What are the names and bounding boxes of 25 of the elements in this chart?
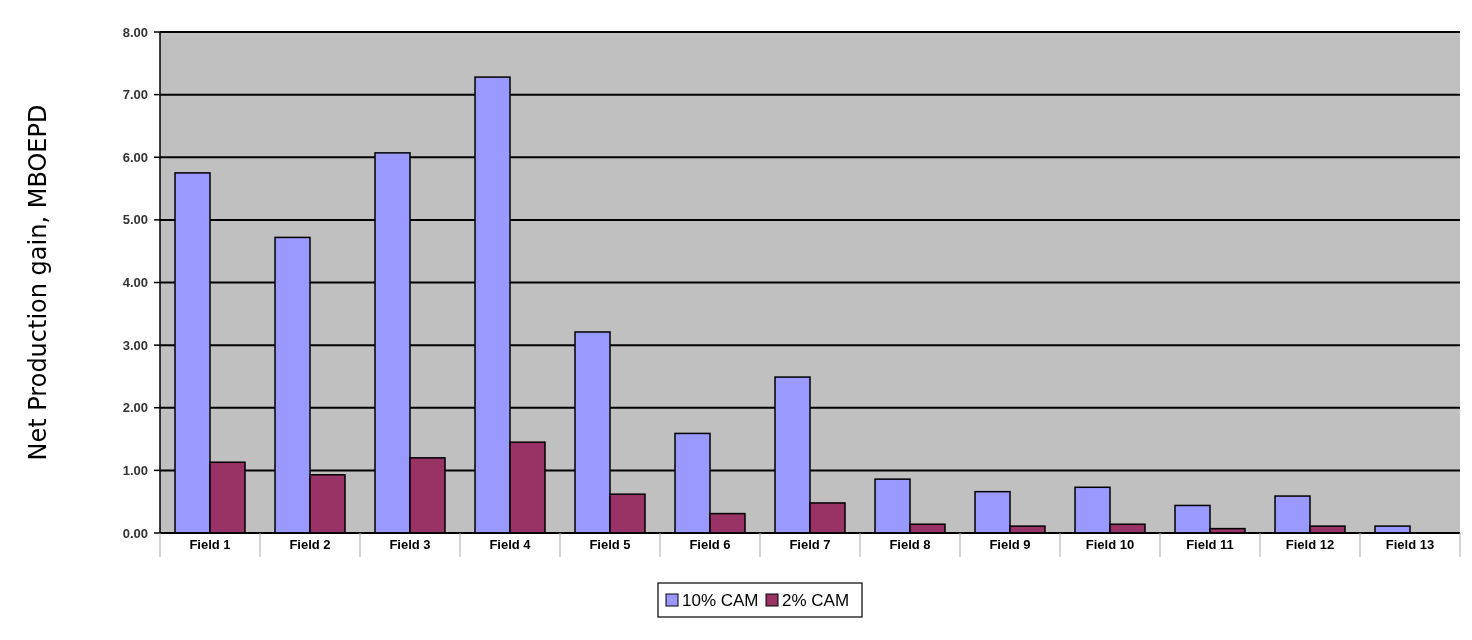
x-tick-label: Field 11: [1186, 537, 1234, 552]
y-tick-label: 2.00: [122, 400, 148, 416]
y-tick-label: 3.00: [122, 337, 148, 353]
legend-label: 10% CAM: [682, 590, 759, 610]
x-tick-label: Field 5: [589, 537, 631, 552]
y-tick-label: 4.00: [122, 275, 148, 291]
x-tick-label: Field 12: [1285, 537, 1335, 552]
x-tick-label: Field 2: [289, 537, 331, 552]
y-tick-label: 0.00: [122, 525, 148, 541]
x-tick-label: Field 3: [389, 537, 431, 552]
legend-label: 2% CAM: [782, 590, 850, 610]
y-tick-label: 1.00: [122, 462, 148, 478]
y-tick-label: 8.00: [122, 24, 148, 40]
x-tick-label: Field 8: [889, 537, 931, 552]
x-tick-label: Field 4: [489, 537, 532, 552]
x-tick-label: Field 9: [989, 537, 1031, 552]
x-tick-label: Field 13: [1385, 537, 1435, 552]
y-tick-label: 6.00: [122, 149, 148, 165]
x-tick-label: Field 6: [689, 537, 731, 552]
x-tick-label: Field 7: [789, 537, 831, 552]
y-tick-label: 7.00: [122, 87, 148, 103]
x-tick-label: Field 1: [189, 537, 231, 552]
y-axis-title: Net Production gain, MBOEPD: [24, 104, 52, 461]
y-tick-label: 5.00: [122, 212, 148, 228]
x-tick-label: Field 10: [1085, 537, 1135, 552]
